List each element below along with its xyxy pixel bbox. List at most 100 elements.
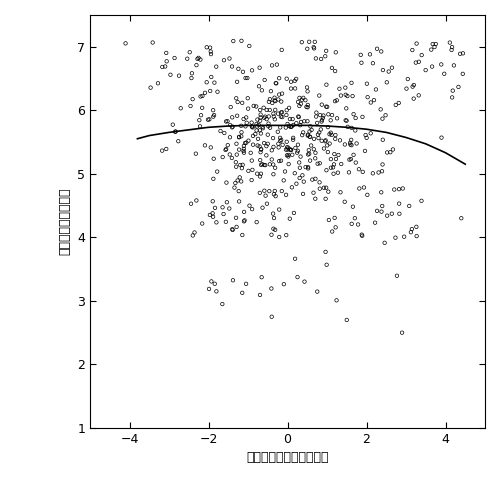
Point xyxy=(220,210,228,218)
Point xyxy=(232,223,240,231)
Point xyxy=(407,228,415,236)
Point xyxy=(422,66,430,74)
Point xyxy=(226,151,234,158)
Point xyxy=(242,139,250,147)
Point xyxy=(369,169,377,177)
Point xyxy=(216,127,224,135)
Point xyxy=(287,123,295,131)
Point xyxy=(232,179,239,187)
Point xyxy=(214,88,222,95)
Point xyxy=(208,210,216,217)
Point xyxy=(352,158,360,166)
Point xyxy=(230,184,238,191)
Point xyxy=(325,216,333,224)
Point xyxy=(418,197,426,205)
Point xyxy=(458,215,466,222)
Point xyxy=(285,104,293,112)
Point xyxy=(233,151,241,158)
Point xyxy=(348,220,356,228)
Point xyxy=(237,178,245,185)
Point xyxy=(343,316,351,324)
Point xyxy=(322,81,330,89)
Point xyxy=(232,94,240,102)
Point xyxy=(303,84,311,92)
Point xyxy=(233,112,241,120)
Point xyxy=(333,114,341,122)
Point xyxy=(206,116,214,123)
Point xyxy=(256,126,264,134)
Point xyxy=(234,98,241,106)
Point xyxy=(264,131,272,139)
Point xyxy=(448,93,456,101)
Point xyxy=(202,78,210,86)
Point xyxy=(448,43,456,51)
Point xyxy=(297,118,305,126)
Point xyxy=(394,99,402,107)
Point xyxy=(415,58,423,66)
Point xyxy=(376,105,384,113)
Point xyxy=(327,155,335,163)
Point xyxy=(260,104,268,112)
Point xyxy=(206,48,214,56)
Point xyxy=(274,110,282,118)
Point xyxy=(278,113,286,121)
Point xyxy=(254,142,262,150)
Point xyxy=(398,184,406,192)
Point xyxy=(212,287,220,295)
Point xyxy=(330,214,338,222)
Point xyxy=(271,164,279,172)
Point xyxy=(310,145,318,153)
Point xyxy=(218,153,226,161)
Point xyxy=(329,163,337,171)
Point xyxy=(347,136,355,144)
Point xyxy=(300,277,308,285)
Point xyxy=(346,141,354,149)
Point xyxy=(268,62,276,69)
Point xyxy=(288,115,296,123)
Point xyxy=(362,131,370,139)
Point xyxy=(252,126,260,134)
Point xyxy=(255,82,263,90)
Point xyxy=(316,179,324,186)
Point xyxy=(412,232,420,240)
Point xyxy=(171,128,179,136)
Point xyxy=(384,67,392,75)
Point xyxy=(379,136,387,144)
Point xyxy=(158,63,166,71)
Point xyxy=(296,94,304,102)
Point xyxy=(246,149,254,157)
Point xyxy=(278,46,285,54)
Point xyxy=(281,168,289,176)
Point xyxy=(162,145,170,153)
Point xyxy=(211,280,219,288)
Point xyxy=(258,123,266,131)
Point xyxy=(222,145,230,153)
Point xyxy=(305,38,313,46)
Point xyxy=(337,160,345,168)
Point xyxy=(297,100,305,108)
Point xyxy=(418,51,426,59)
Point xyxy=(286,146,294,154)
Point xyxy=(330,160,338,168)
Point xyxy=(186,102,194,110)
Point xyxy=(187,200,195,208)
Point xyxy=(396,210,404,217)
Point xyxy=(315,128,323,136)
Point xyxy=(296,174,304,182)
Point xyxy=(326,129,334,137)
Point xyxy=(269,134,277,142)
Point xyxy=(282,146,290,154)
Point xyxy=(256,148,264,156)
Point xyxy=(317,125,325,133)
Point xyxy=(277,109,285,117)
Point xyxy=(352,140,360,148)
Point xyxy=(318,137,326,145)
Point xyxy=(412,223,420,231)
Point xyxy=(459,70,467,78)
Point xyxy=(196,56,204,63)
Point xyxy=(314,160,322,168)
Point xyxy=(210,79,218,87)
Point xyxy=(275,91,283,98)
Point xyxy=(235,146,243,154)
Point xyxy=(366,129,374,137)
